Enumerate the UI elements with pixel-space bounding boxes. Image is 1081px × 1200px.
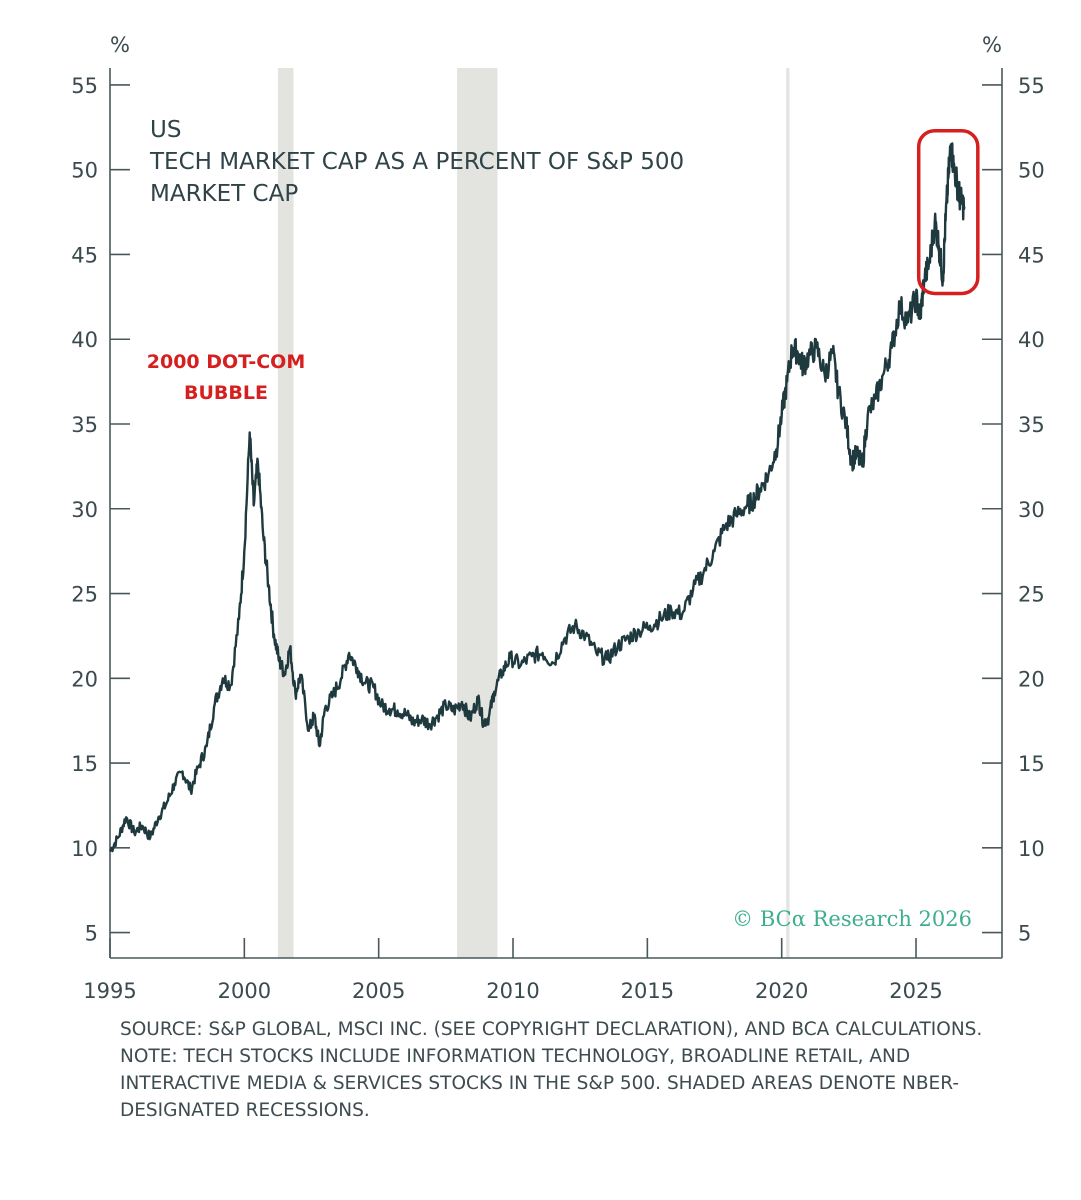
x-tick-label-2015: 2015 <box>621 979 674 1003</box>
recession-shading <box>277 68 790 958</box>
dotcom-annotation-line-1: 2000 DOT-COM <box>147 351 305 373</box>
y-tick-label-right-40: 40 <box>1018 328 1045 352</box>
x-tick-label-2005: 2005 <box>352 979 405 1003</box>
y-tick-label-left-30: 30 <box>71 498 98 522</box>
x-tick-label-2020: 2020 <box>755 979 808 1003</box>
recession-band-2 <box>786 68 790 958</box>
y-tick-label-left-50: 50 <box>71 159 98 183</box>
y-tick-label-right-45: 45 <box>1018 243 1045 267</box>
y-tick-label-left-45: 45 <box>71 243 98 267</box>
recent-peak-highlight <box>916 128 980 296</box>
y-unit-right: % <box>982 33 1002 57</box>
y-tick-label-left-20: 20 <box>71 667 98 691</box>
plot-frame <box>109 68 1003 959</box>
y-tick-label-right-10: 10 <box>1018 837 1045 861</box>
y-tick-label-right-20: 20 <box>1018 667 1045 691</box>
dotcom-annotation-line-2: BUBBLE <box>184 382 268 404</box>
y-tick-label-left-10: 10 <box>71 837 98 861</box>
y-tick-label-right-55: 55 <box>1018 74 1045 98</box>
recession-band-0 <box>277 68 294 958</box>
y-axis-right: 5 10 15 20 25 30 35 40 45 50 55 <box>982 74 1045 946</box>
source-note: SOURCE: S&P GLOBAL, MSCI INC. (SEE COPYR… <box>120 1019 983 1040</box>
chart-title-line-3: MARKET CAP <box>150 181 298 207</box>
y-tick-label-left-55: 55 <box>71 74 98 98</box>
y-tick-label-right-25: 25 <box>1018 583 1045 607</box>
y-tick-label-left-5: 5 <box>85 922 98 946</box>
recession-band-1 <box>457 68 498 958</box>
bca-watermark: © BCα Research 2026 <box>732 907 972 931</box>
x-axis: 1995 2000 2005 2010 2015 2020 2025 <box>83 938 943 1003</box>
y-axis-left: 5 10 15 20 25 30 35 40 45 50 55 <box>71 74 130 946</box>
y-tick-label-right-15: 15 <box>1018 752 1045 776</box>
method-note: NOTE: TECH STOCKS INCLUDE INFORMATION TE… <box>120 1046 959 1121</box>
x-tick-label-2010: 2010 <box>486 979 539 1003</box>
y-tick-label-right-35: 35 <box>1018 413 1045 437</box>
x-tick-label-2000: 2000 <box>218 979 271 1003</box>
y-tick-label-left-15: 15 <box>71 752 98 776</box>
y-tick-label-left-40: 40 <box>71 328 98 352</box>
y-tick-label-right-30: 30 <box>1018 498 1045 522</box>
chart-title-line-2: TECH MARKET CAP AS A PERCENT OF S&P 500 <box>149 149 684 175</box>
y-unit-left: % <box>110 33 130 57</box>
y-tick-label-left-35: 35 <box>71 413 98 437</box>
tech-share-line <box>108 142 966 853</box>
chart-title-line-1: US <box>150 117 181 143</box>
y-tick-label-right-5: 5 <box>1018 922 1031 946</box>
chart-notes: SOURCE: S&P GLOBAL, MSCI INC. (SEE COPYR… <box>120 1016 1020 1124</box>
y-tick-label-right-50: 50 <box>1018 159 1045 183</box>
x-tick-label-2025: 2025 <box>889 979 942 1003</box>
y-tick-label-left-25: 25 <box>71 583 98 607</box>
x-tick-label-1995: 1995 <box>83 979 136 1003</box>
